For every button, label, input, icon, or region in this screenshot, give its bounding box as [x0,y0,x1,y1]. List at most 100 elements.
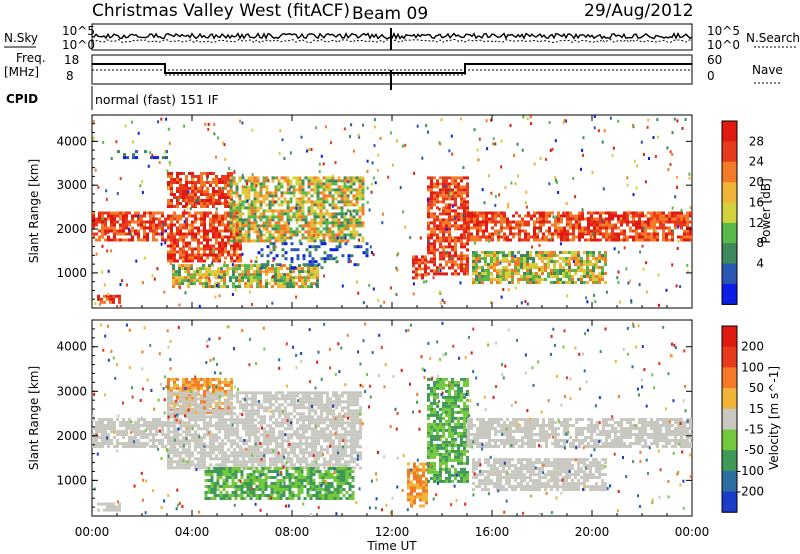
echo-cell-velocity-3 [191,415,194,419]
echo-cell-power-0 [149,229,152,233]
noise-cell-power [92,120,95,124]
echo-cell-power-5 [292,230,296,234]
echo-cell-power-6 [250,276,253,280]
noise-cell-power [312,234,315,238]
echo-cell-power-0 [125,214,128,218]
echo-cell-power-11 [505,254,508,257]
echo-cell-power-5 [361,179,365,183]
noise-cell-power [279,129,282,133]
echo-cell-power-6 [304,279,307,283]
echo-cell-power-3 [224,202,227,205]
echo-cell-power-5 [253,191,257,195]
echo-cell-power-5 [298,215,302,219]
echo-cell-power-11 [595,275,598,278]
noise-cell-power [676,119,679,123]
echo-cell-power-11 [511,278,514,281]
echo-cell-power-5 [313,179,317,183]
echo-cell-power-10 [503,220,506,224]
echo-cell-velocity-0 [98,427,101,430]
echo-cell-power-6 [277,270,280,274]
echo-cell-power-3 [191,175,194,178]
echo-cell-power-10 [587,229,590,233]
echo-cell-power-11 [583,281,586,284]
echo-cell-power-5 [307,200,311,204]
echo-cell-power-5 [235,188,239,192]
echo-cell-power-10 [635,214,638,218]
echo-cell-velocity-0 [134,433,137,436]
echo-cell-power-10 [671,217,674,221]
echo-cell-velocity-3 [224,463,227,467]
echo-cell-power-6 [289,276,292,280]
echo-cell-power-4 [182,232,185,236]
echo-cell-power-7 [311,263,315,267]
echo-cell-power-5 [301,209,305,213]
echo-cell-velocity-0 [155,427,158,430]
echo-cell-velocity-3 [173,418,176,422]
echo-cell-velocity-3 [176,391,179,395]
echo-cell-power-9 [460,215,463,219]
echo-cell-power-11 [580,263,583,266]
echo-cell-power-0 [158,211,161,215]
noise-cell-power [404,225,407,229]
echo-cell-power-10 [569,232,572,236]
echo-cell-power-3 [215,181,218,184]
echo-cell-velocity-0 [116,439,119,442]
echo-cell-velocity-3 [200,466,203,470]
noise-cell-power [272,275,275,278]
echo-cell-power-5 [268,233,272,237]
echo-cell-power-11 [565,257,568,260]
echo-cell-velocity-0 [98,442,101,445]
echo-cell-power-4 [233,217,236,221]
echo-cell-velocity-3 [173,430,176,434]
echo-cell-power-5 [235,194,239,198]
echo-cell-velocity-3 [272,430,275,434]
noise-cell-power [103,283,106,287]
echo-cell-power-7 [266,245,270,249]
echo-cell-power-4 [209,220,212,224]
echo-cell-velocity-0 [164,436,167,439]
echo-cell-power-10 [578,214,581,218]
echo-cell-power-5 [313,203,317,207]
noise-cell-power [251,128,254,132]
noise-cell-power [377,299,380,303]
echo-cell-power-6 [232,267,235,271]
echo-cell-power-11 [538,266,541,269]
echo-cell-power-5 [265,218,269,222]
echo-cell-power-5 [355,188,359,192]
echo-cell-power-5 [274,224,278,228]
echo-cell-power-9 [448,197,451,201]
echo-cell-power-6 [265,282,268,286]
echo-cell-power-6 [172,282,175,286]
echo-cell-power-4 [170,232,173,236]
echo-cell-power-10 [668,229,671,233]
echo-cell-power-5 [316,233,320,237]
echo-cell-power-10 [626,211,629,215]
echo-cell-power-10 [581,232,584,236]
echo-cell-power-5 [253,227,257,231]
echo-cell-power-5 [304,224,308,228]
echo-cell-power-10 [479,223,482,227]
echo-cell-velocity-3 [281,403,284,407]
echo-cell-power-6 [274,276,277,280]
echo-cell-power-10 [521,220,524,224]
echo-cell-power-10 [572,229,575,233]
echo-cell-power-5 [310,209,314,213]
echo-cell-velocity-0 [134,442,137,445]
echo-cell-power-7 [308,254,312,258]
echo-cell-power-10 [686,232,689,236]
echo-cell-power-6 [274,267,277,271]
echo-cell-power-11 [574,269,577,272]
echo-cell-power-6 [217,285,220,289]
echo-cell-velocity-3 [275,457,278,461]
echo-cell-velocity-3 [167,394,170,398]
noise-cell-power [601,219,604,223]
echo-cell-power-10 [542,238,545,242]
echo-cell-power-3 [200,175,203,178]
echo-cell-power-5 [244,218,248,222]
echo-cell-power-9 [457,182,460,186]
echo-cell-velocity-0 [128,439,131,442]
echo-cell-power-10 [629,226,632,230]
echo-cell-power-11 [487,275,490,278]
echo-cell-velocity-0 [92,418,95,421]
echo-cell-power-9 [445,218,448,222]
